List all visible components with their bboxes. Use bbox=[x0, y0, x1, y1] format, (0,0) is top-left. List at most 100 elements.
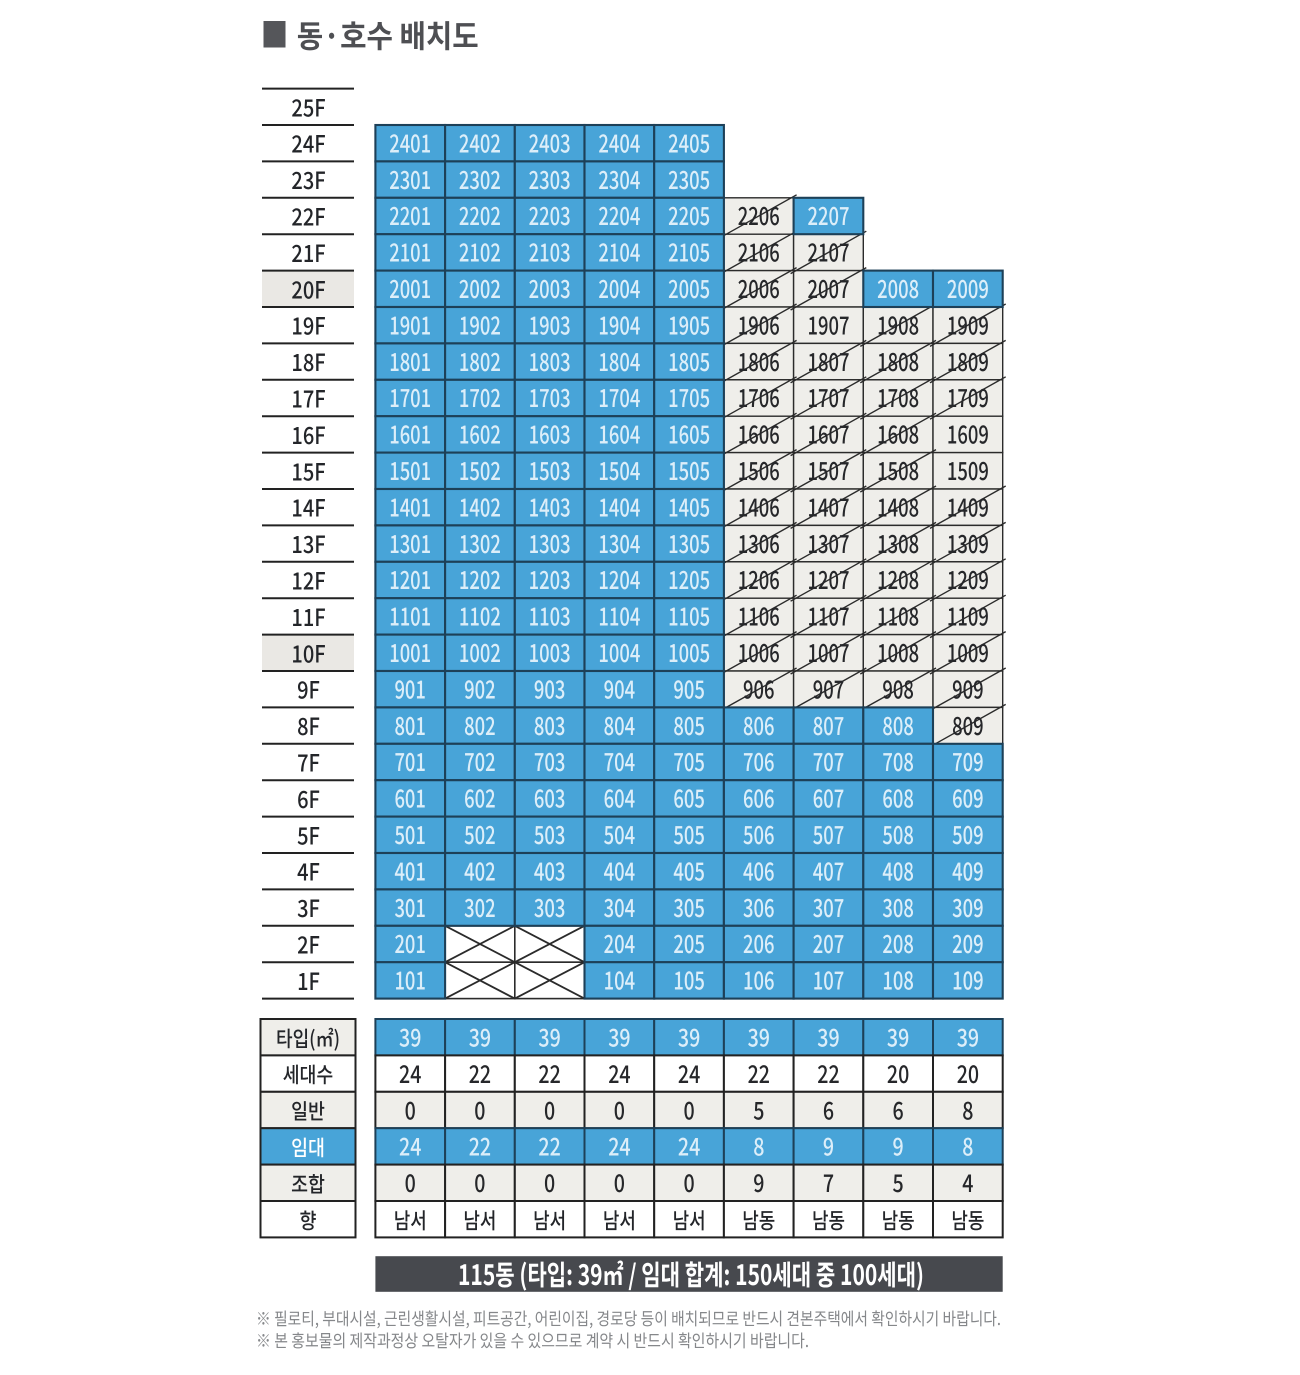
svg-text:1506: 1506 bbox=[738, 452, 780, 488]
svg-text:2106: 2106 bbox=[738, 234, 780, 270]
svg-text:15F: 15F bbox=[291, 453, 325, 487]
svg-text:24: 24 bbox=[678, 1056, 700, 1091]
svg-text:1205: 1205 bbox=[668, 561, 710, 597]
svg-text:19F: 19F bbox=[291, 308, 325, 342]
svg-text:22F: 22F bbox=[291, 199, 325, 233]
svg-text:205: 205 bbox=[673, 925, 705, 961]
svg-text:22: 22 bbox=[469, 1129, 491, 1164]
svg-text:703: 703 bbox=[534, 743, 566, 779]
svg-text:남서: 남서 bbox=[533, 1204, 566, 1236]
svg-text:109: 109 bbox=[952, 962, 984, 998]
svg-text:39: 39 bbox=[817, 1020, 839, 1055]
svg-text:22: 22 bbox=[538, 1129, 560, 1164]
svg-text:1305: 1305 bbox=[668, 525, 710, 561]
svg-text:9: 9 bbox=[893, 1129, 904, 1164]
svg-text:남동: 남동 bbox=[742, 1204, 775, 1236]
svg-text:1407: 1407 bbox=[808, 488, 850, 524]
svg-text:2401: 2401 bbox=[389, 124, 431, 160]
svg-text:2302: 2302 bbox=[459, 161, 501, 197]
svg-text:8: 8 bbox=[753, 1129, 764, 1164]
svg-text:1505: 1505 bbox=[668, 452, 710, 488]
svg-text:2305: 2305 bbox=[668, 161, 710, 197]
svg-text:505: 505 bbox=[673, 816, 705, 852]
svg-text:1404: 1404 bbox=[598, 488, 640, 524]
svg-text:2102: 2102 bbox=[459, 234, 501, 270]
svg-text:602: 602 bbox=[464, 780, 496, 816]
svg-text:806: 806 bbox=[743, 707, 775, 743]
svg-text:9: 9 bbox=[823, 1129, 834, 1164]
svg-text:10F: 10F bbox=[291, 635, 325, 669]
svg-text:1303: 1303 bbox=[529, 525, 571, 561]
svg-text:1406: 1406 bbox=[738, 488, 780, 524]
svg-text:803: 803 bbox=[534, 707, 566, 743]
svg-text:2104: 2104 bbox=[598, 234, 640, 270]
svg-text:20F: 20F bbox=[291, 271, 325, 305]
svg-text:701: 701 bbox=[394, 743, 426, 779]
svg-text:39: 39 bbox=[678, 1020, 700, 1055]
svg-text:2404: 2404 bbox=[598, 124, 640, 160]
svg-text:1908: 1908 bbox=[877, 306, 919, 342]
svg-text:동·호수 배치도: 동·호수 배치도 bbox=[297, 11, 479, 57]
svg-text:607: 607 bbox=[813, 780, 845, 816]
svg-text:1005: 1005 bbox=[668, 634, 710, 670]
svg-text:일반: 일반 bbox=[291, 1095, 325, 1126]
svg-text:2001: 2001 bbox=[389, 270, 431, 306]
svg-text:108: 108 bbox=[882, 962, 914, 998]
svg-text:21F: 21F bbox=[291, 235, 325, 269]
svg-text:1603: 1603 bbox=[529, 416, 571, 452]
svg-text:남서: 남서 bbox=[394, 1204, 427, 1236]
svg-text:남서: 남서 bbox=[673, 1204, 706, 1236]
svg-text:8: 8 bbox=[962, 1092, 973, 1127]
svg-text:남동: 남동 bbox=[882, 1204, 915, 1236]
svg-text:905: 905 bbox=[673, 670, 705, 706]
svg-text:509: 509 bbox=[952, 816, 984, 852]
svg-text:1905: 1905 bbox=[668, 306, 710, 342]
svg-text:2007: 2007 bbox=[808, 270, 850, 306]
svg-text:0: 0 bbox=[614, 1165, 625, 1200]
svg-text:1309: 1309 bbox=[947, 525, 989, 561]
svg-text:1703: 1703 bbox=[529, 379, 571, 415]
svg-text:1706: 1706 bbox=[738, 379, 780, 415]
svg-text:※ 본 홍보물의 제작과정상 오탈자가 있을 수 있으므로: ※ 본 홍보물의 제작과정상 오탈자가 있을 수 있으므로 계약 시 반드시 확… bbox=[256, 1328, 809, 1353]
svg-text:2403: 2403 bbox=[529, 124, 571, 160]
svg-text:14F: 14F bbox=[291, 490, 325, 524]
svg-text:1802: 1802 bbox=[459, 343, 501, 379]
svg-text:0: 0 bbox=[684, 1092, 695, 1127]
svg-text:22: 22 bbox=[817, 1056, 839, 1091]
svg-text:706: 706 bbox=[743, 743, 775, 779]
svg-text:301: 301 bbox=[394, 889, 426, 925]
svg-text:507: 507 bbox=[813, 816, 845, 852]
svg-text:0: 0 bbox=[474, 1165, 485, 1200]
svg-text:1604: 1604 bbox=[598, 416, 640, 452]
svg-text:406: 406 bbox=[743, 852, 775, 888]
svg-text:1308: 1308 bbox=[877, 525, 919, 561]
svg-text:1907: 1907 bbox=[808, 306, 850, 342]
svg-text:남동: 남동 bbox=[812, 1204, 845, 1236]
svg-text:1006: 1006 bbox=[738, 634, 780, 670]
svg-text:1409: 1409 bbox=[947, 488, 989, 524]
svg-text:1101: 1101 bbox=[389, 598, 431, 634]
svg-text:903: 903 bbox=[534, 670, 566, 706]
svg-text:308: 308 bbox=[882, 889, 914, 925]
svg-text:1001: 1001 bbox=[389, 634, 431, 670]
svg-text:106: 106 bbox=[743, 962, 775, 998]
svg-text:407: 407 bbox=[813, 852, 845, 888]
svg-text:1702: 1702 bbox=[459, 379, 501, 415]
svg-text:1502: 1502 bbox=[459, 452, 501, 488]
svg-text:1009: 1009 bbox=[947, 634, 989, 670]
svg-text:39: 39 bbox=[399, 1020, 421, 1055]
svg-text:1605: 1605 bbox=[668, 416, 710, 452]
svg-text:7F: 7F bbox=[297, 745, 320, 779]
svg-text:16F: 16F bbox=[291, 417, 325, 451]
svg-text:209: 209 bbox=[952, 925, 984, 961]
svg-text:22: 22 bbox=[748, 1056, 770, 1091]
svg-text:1209: 1209 bbox=[947, 561, 989, 597]
svg-text:39: 39 bbox=[608, 1020, 630, 1055]
svg-text:남동: 남동 bbox=[951, 1204, 984, 1236]
svg-text:0: 0 bbox=[474, 1092, 485, 1127]
svg-text:20: 20 bbox=[887, 1056, 909, 1091]
svg-text:1801: 1801 bbox=[389, 343, 431, 379]
svg-text:1401: 1401 bbox=[389, 488, 431, 524]
svg-text:402: 402 bbox=[464, 852, 496, 888]
svg-text:1408: 1408 bbox=[877, 488, 919, 524]
